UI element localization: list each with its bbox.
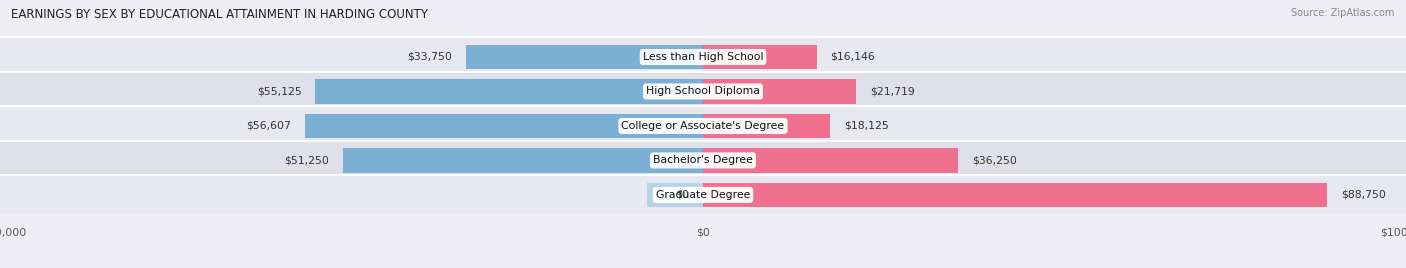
Text: College or Associate's Degree: College or Associate's Degree (621, 121, 785, 131)
Bar (0, 176, 1406, 214)
Text: High School Diploma: High School Diploma (647, 87, 759, 96)
Text: $16,146: $16,146 (831, 52, 876, 62)
Bar (703, 183, 1327, 207)
Text: $0: $0 (675, 190, 689, 200)
Text: $56,607: $56,607 (246, 121, 291, 131)
Bar (703, 114, 831, 138)
Text: $21,719: $21,719 (870, 87, 914, 96)
Text: Bachelor's Degree: Bachelor's Degree (652, 155, 754, 165)
Text: $55,125: $55,125 (257, 87, 301, 96)
Text: $18,125: $18,125 (845, 121, 889, 131)
Bar (703, 79, 856, 104)
Bar (343, 148, 703, 173)
Text: $36,250: $36,250 (972, 155, 1017, 165)
Bar (465, 44, 703, 69)
Bar (305, 114, 703, 138)
Bar (0, 72, 1406, 111)
Bar (703, 44, 817, 69)
Text: $88,750: $88,750 (1341, 190, 1386, 200)
Text: $33,750: $33,750 (406, 52, 451, 62)
Bar (0, 38, 1406, 76)
Bar (315, 79, 703, 104)
Text: EARNINGS BY SEX BY EDUCATIONAL ATTAINMENT IN HARDING COUNTY: EARNINGS BY SEX BY EDUCATIONAL ATTAINMEN… (11, 8, 429, 21)
Text: Source: ZipAtlas.com: Source: ZipAtlas.com (1291, 8, 1395, 18)
Bar (0, 107, 1406, 145)
Text: Less than High School: Less than High School (643, 52, 763, 62)
Bar (647, 183, 703, 207)
Text: Graduate Degree: Graduate Degree (655, 190, 751, 200)
Bar (0, 141, 1406, 180)
Text: $51,250: $51,250 (284, 155, 329, 165)
Bar (703, 148, 957, 173)
